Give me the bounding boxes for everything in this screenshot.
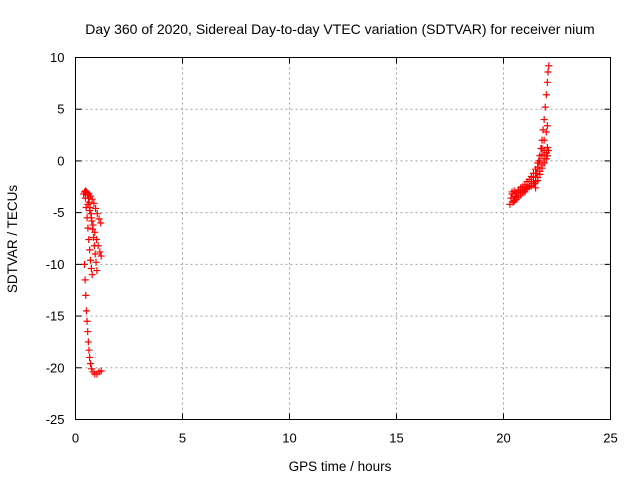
data-point <box>97 219 105 227</box>
x-tick-label: 15 <box>389 431 403 446</box>
data-point <box>83 317 91 325</box>
data-point <box>92 205 100 213</box>
data-point <box>540 159 548 167</box>
data-point <box>92 236 100 244</box>
data-point <box>82 291 90 299</box>
data-point <box>86 360 94 368</box>
x-tick-label: 20 <box>496 431 510 446</box>
chart-title: Day 360 of 2020, Sidereal Day-to-day VTE… <box>85 21 594 37</box>
data-point <box>86 207 94 215</box>
y-tick-label: -10 <box>46 257 65 272</box>
data-point <box>531 180 539 188</box>
x-tick-label: 25 <box>603 431 617 446</box>
data-point <box>538 164 546 172</box>
data-point <box>85 346 93 354</box>
data-point <box>541 103 549 111</box>
data-point <box>537 145 545 153</box>
data-point <box>539 126 547 134</box>
data-point <box>511 192 519 200</box>
data-point <box>97 367 105 375</box>
data-point <box>86 256 94 264</box>
data-point <box>84 224 92 232</box>
data-point <box>529 173 537 181</box>
data-point <box>532 184 540 192</box>
data-point <box>88 195 96 203</box>
data-point <box>533 169 541 177</box>
x-tick-label: 5 <box>179 431 186 446</box>
data-point <box>538 151 546 159</box>
y-tick-label: 10 <box>50 50 64 65</box>
y-tick-label: 5 <box>57 102 64 117</box>
data-point <box>85 236 93 244</box>
x-tick-label: 0 <box>72 431 79 446</box>
data-point <box>543 78 551 86</box>
data-point <box>84 200 92 208</box>
data-point <box>84 338 92 346</box>
data-point <box>97 252 105 260</box>
data-point <box>544 147 552 155</box>
data-point <box>542 91 550 99</box>
data-point <box>88 365 96 373</box>
data-point <box>544 68 552 76</box>
data-point <box>525 182 533 190</box>
y-tick-label: 0 <box>57 153 64 168</box>
y-tick-label: -5 <box>53 205 65 220</box>
data-point <box>92 258 100 266</box>
data-point <box>83 214 91 222</box>
data-point <box>93 267 101 275</box>
data-point <box>543 122 551 130</box>
data-point <box>545 62 553 70</box>
data-point <box>93 210 101 218</box>
data-point <box>543 143 551 151</box>
data-point <box>534 163 542 171</box>
data-point <box>81 276 89 284</box>
data-point <box>91 250 99 258</box>
y-tick-label: -20 <box>46 360 65 375</box>
x-axis-label: GPS time / hours <box>289 459 392 474</box>
plot-frame <box>75 57 611 420</box>
y-tick-label: -15 <box>46 309 65 324</box>
data-point <box>538 136 546 144</box>
data-point <box>82 203 90 211</box>
data-point <box>80 260 88 268</box>
data-point <box>91 228 99 236</box>
data-point <box>534 177 542 185</box>
data-point <box>84 328 92 336</box>
data-point <box>542 155 550 163</box>
data-point <box>83 189 91 197</box>
data-point <box>536 170 544 178</box>
tick-marks <box>75 57 611 420</box>
data-point <box>535 157 543 165</box>
data-point <box>82 307 90 315</box>
data-point <box>540 116 548 124</box>
data-point <box>95 215 103 223</box>
data-points <box>80 62 553 378</box>
data-point <box>94 242 102 250</box>
data-point <box>86 246 94 254</box>
y-tick-labels: -25 -20 -15 -10 -5 0 5 10 <box>46 50 65 427</box>
data-point <box>86 353 94 361</box>
data-point <box>87 264 95 272</box>
grid-lines <box>75 57 611 420</box>
data-point <box>543 152 551 160</box>
y-tick-label: -25 <box>46 412 65 427</box>
x-tick-labels: 0 5 10 15 20 25 <box>72 431 618 446</box>
data-point <box>96 248 104 256</box>
data-point <box>86 192 94 200</box>
data-point <box>89 221 97 229</box>
data-point <box>90 199 98 207</box>
y-axis-label: SDTVAR / TECUs <box>5 185 20 294</box>
data-point <box>81 194 89 202</box>
data-point <box>88 271 96 279</box>
x-tick-label: 10 <box>282 431 296 446</box>
